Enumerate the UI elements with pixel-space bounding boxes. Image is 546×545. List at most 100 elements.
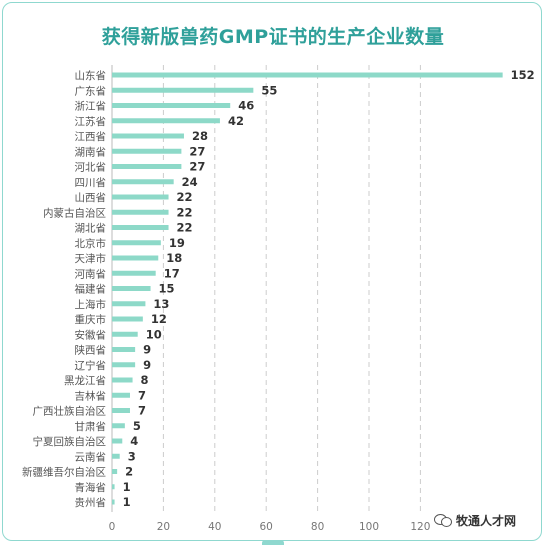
watermark-text: 牧通人才网 [456,513,517,528]
value-label: 46 [238,99,254,113]
bar [112,118,220,124]
x-tick-label: 20 [157,521,170,533]
bars: 山东省 152 广东省 55 浙江省 46 江苏省 42 江西省 2 8 湖南省 27 河北省 27 四川省 2… [22,68,535,509]
category-label: 云南省 [75,450,107,463]
category-label: 湖南省 [75,145,107,158]
x-tick-label: 80 [311,521,324,533]
value-label: 3 [128,449,136,463]
category-label: 上海市 [75,298,107,311]
bar [112,484,115,490]
category-label: 吉林省 [75,389,107,402]
bar [112,179,174,185]
category-label: 内蒙古自治区 [43,206,106,219]
value-label: 5 [133,419,141,433]
bar [112,438,123,444]
grid-lines [162,65,421,512]
bar [112,72,503,78]
category-label: 青海省 [75,481,107,494]
category-label: 江西省 [75,130,107,143]
value-label: 7 [138,404,146,418]
value-label: 12 [151,312,167,326]
bar [112,87,254,93]
bar [112,255,159,261]
category-label: 北京市 [75,237,107,250]
bar [112,286,151,291]
value-label: 22 [177,205,193,219]
value-label: 1 [123,495,131,509]
bar [112,347,136,352]
x-axis-ticks: 0 20 40 60 80 100 120 [109,521,431,533]
x-tick-label: 60 [260,521,273,533]
value-label: 8 [141,373,149,387]
category-label: 山西省 [75,191,107,204]
value-label: 27 [189,160,205,174]
value-label: 152 [511,68,535,82]
bar [112,469,118,474]
bar [112,103,231,108]
bar [112,133,184,139]
bar [112,225,169,230]
category-label: 安徽省 [75,328,107,341]
bar [112,362,136,368]
bar [112,453,120,459]
value-label: 4 [130,434,138,448]
bar [112,209,169,215]
category-label: 福建省 [75,283,107,296]
value-label: 22 [177,221,193,235]
category-label: 新疆维吾尔自治区 [22,466,106,479]
bar [112,499,115,505]
value-label: 2 [125,465,133,479]
value-label: 55 [261,83,277,97]
x-tick-label: 0 [109,521,116,533]
value-label: 19 [169,236,185,250]
watermark: 牧通人才网 [434,510,516,530]
frame-handle [262,540,284,545]
bar [112,301,146,307]
bar [112,148,182,154]
category-label: 陕西省 [75,344,107,357]
wechat-icon [434,513,452,527]
value-label: 10 [146,327,162,341]
category-label: 四川省 [75,176,107,189]
category-label: 江苏省 [75,115,107,128]
value-label: 42 [228,114,244,128]
chart-title: 获得新版兽药GMP证书的生产企业数量 [101,26,445,48]
value-label: 7 [138,388,146,402]
value-label: 13 [153,297,169,311]
value-label: 22 [177,190,193,204]
bar [112,270,156,276]
x-tick-label: 100 [359,521,379,533]
value-label: 18 [166,251,182,265]
value-label: 17 [164,266,180,280]
x-tick-label: 120 [410,521,430,533]
chart-frame [2,2,542,541]
category-label: 广东省 [75,84,107,97]
category-label: 黑龙江省 [64,374,106,387]
bar [112,194,169,200]
category-label: 甘肃省 [75,420,107,433]
value-label: 9 [143,358,151,372]
category-label: 天津市 [75,252,107,265]
category-label: 辽宁省 [75,359,107,372]
bar [112,331,138,337]
category-label: 湖北省 [75,222,107,235]
bar [112,164,182,169]
value-label: 27 [189,144,205,158]
bar [112,240,161,246]
category-label: 浙江省 [75,100,107,113]
category-label: 山东省 [75,69,107,82]
value-label: 1 [123,480,131,494]
value-label: 24 [182,175,198,189]
category-label: 河北省 [75,161,107,174]
bar [112,392,130,398]
category-label: 宁夏回族自治区 [33,435,107,448]
category-label: 重庆市 [75,313,107,326]
category-label: 贵州省 [75,496,107,509]
value-label: 9 [143,343,151,357]
category-label: 河南省 [75,267,107,280]
bar [112,423,125,429]
value-label: 15 [159,282,175,296]
x-tick-label: 40 [208,521,221,533]
category-label: 广西壮族自治区 [33,405,107,418]
